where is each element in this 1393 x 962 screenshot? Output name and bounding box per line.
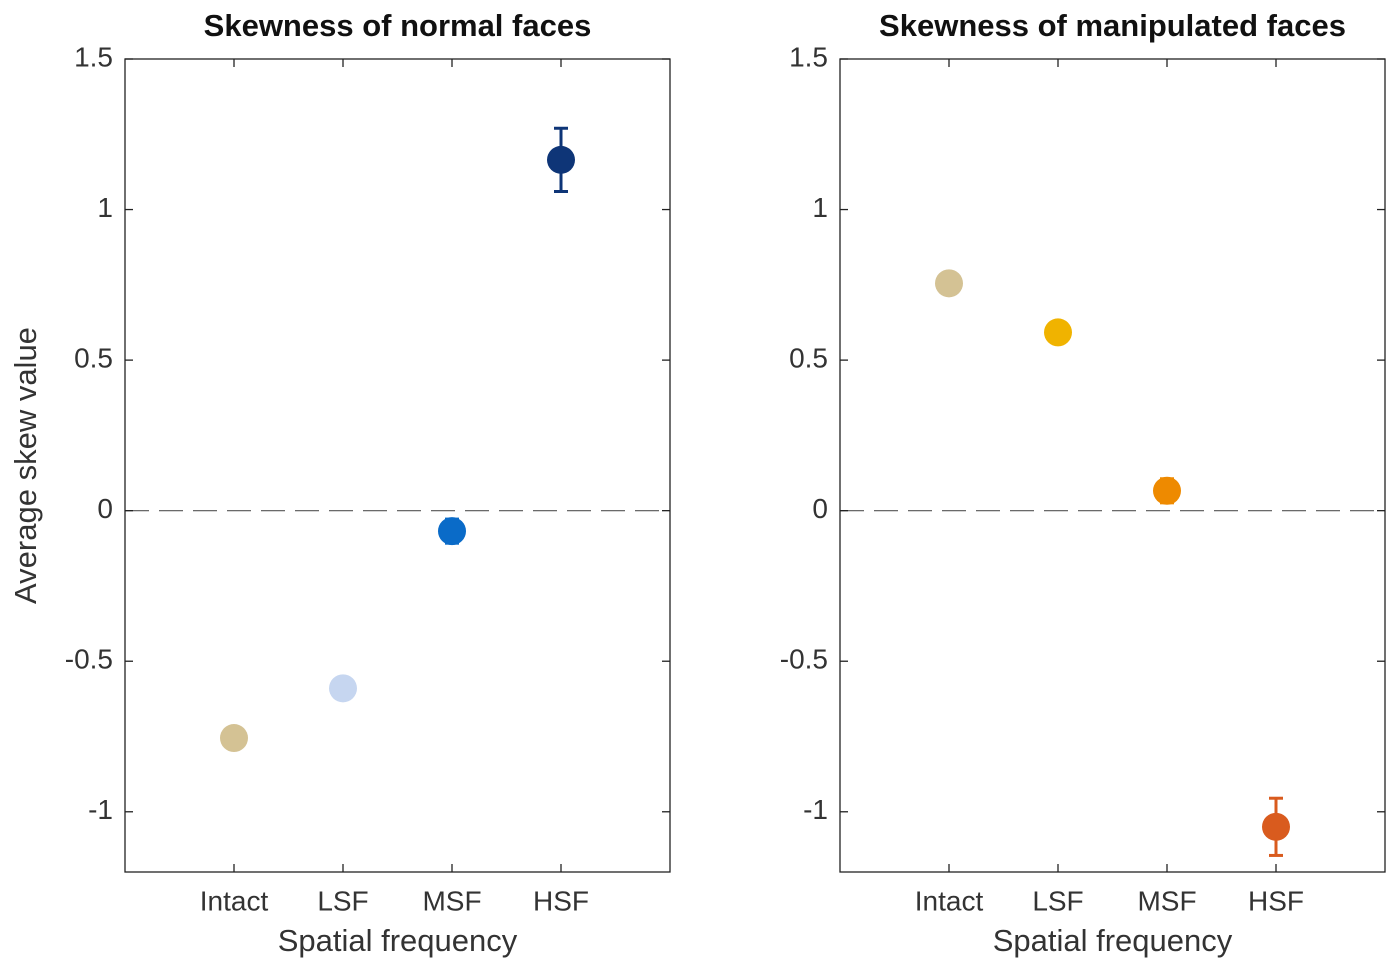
y-tick-label: 0.5 (789, 343, 828, 374)
axes-box (124, 58, 671, 873)
y-tick-label: 0 (812, 493, 828, 524)
x-tick-label: MSF (1137, 885, 1196, 916)
y-tick-label: 1 (812, 192, 828, 223)
x-tick-label: Intact (200, 885, 269, 916)
point (935, 269, 963, 298)
x-tick-label: HSF (1248, 885, 1304, 916)
x-tick-label: LSF (317, 885, 368, 916)
point (220, 724, 248, 753)
point (1153, 476, 1181, 505)
y-tick-label: -0.5 (65, 644, 113, 675)
point (547, 145, 575, 174)
x-tick-label: LSF (1032, 885, 1083, 916)
chart-title: Skewness of manipulated faces (879, 8, 1346, 43)
point (438, 517, 466, 546)
x-axis-label: Spatial frequency (993, 923, 1233, 958)
y-axis-label: Average skew value (8, 327, 43, 604)
point (1262, 812, 1290, 841)
y-tick-label: 1.5 (74, 41, 113, 72)
y-tick-label: -1 (803, 794, 828, 825)
axes-box (839, 58, 1386, 873)
x-tick-label: MSF (422, 885, 481, 916)
y-tick-label: 1.5 (789, 41, 828, 72)
x-axis-label: Spatial frequency (278, 923, 518, 958)
y-tick-label: 0.5 (74, 343, 113, 374)
y-tick-label: -0.5 (780, 644, 828, 675)
point (1044, 318, 1072, 347)
y-tick-label: 0 (97, 493, 113, 524)
x-tick-label: Intact (915, 885, 984, 916)
x-tick-label: HSF (533, 885, 589, 916)
y-tick-label: -1 (88, 794, 113, 825)
y-tick-label: 1 (97, 192, 113, 223)
chart-title: Skewness of normal faces (204, 8, 592, 43)
point (329, 674, 357, 703)
